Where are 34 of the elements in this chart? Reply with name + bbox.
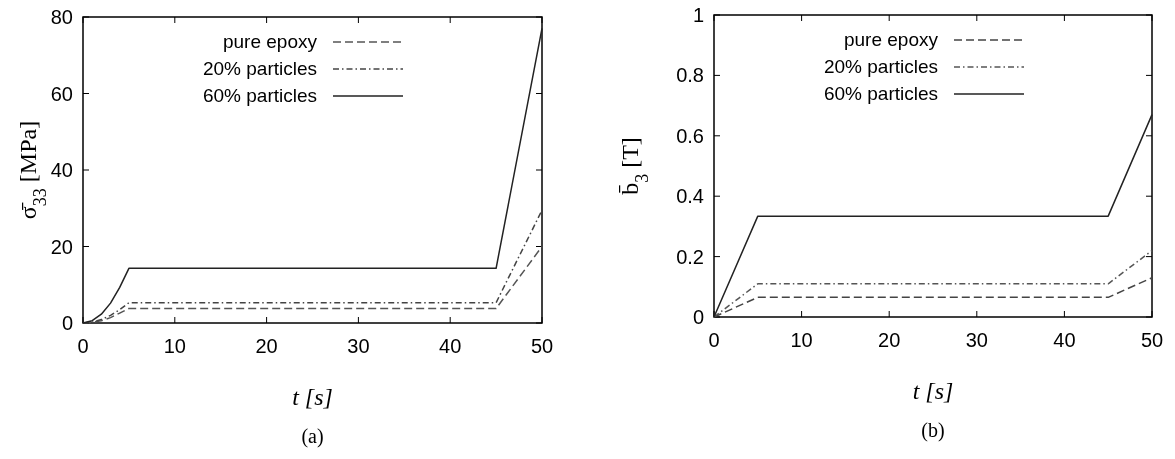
x-tick-label: 10 — [163, 335, 186, 357]
y-tick-label: 0.6 — [676, 124, 704, 147]
x-axis-title: t [s] — [912, 378, 954, 404]
y-tick-label: 0.8 — [676, 64, 704, 87]
y-tick-label: 0.4 — [676, 185, 704, 208]
text: (b) — [921, 419, 945, 442]
x-tick-label: 20 — [878, 329, 901, 351]
x-tick-label: 40 — [439, 335, 462, 357]
x-tick-label: 0 — [708, 329, 720, 351]
x-tick-label: 10 — [790, 329, 813, 351]
legend-label: 60% particles — [202, 85, 317, 106]
text: (a) — [301, 425, 324, 448]
x-tick-label: 40 — [1053, 329, 1076, 351]
x-tick-label: 30 — [347, 335, 370, 357]
legend-label: 60% particles — [823, 83, 938, 104]
y-tick-label: 0.2 — [676, 245, 704, 268]
x-tick-label: 20 — [255, 335, 278, 357]
y-tick-label: 40 — [50, 159, 73, 181]
line-series — [82, 27, 543, 324]
legend-label: pure epoxy — [843, 29, 939, 50]
x-tick-label: 50 — [530, 335, 554, 357]
y-tick-label: 80 — [50, 6, 73, 28]
y-tick-label: 0 — [61, 312, 73, 334]
y-tick-label: 0 — [692, 306, 704, 328]
legend-label: 20% particles — [823, 56, 938, 77]
legend-label: 20% particles — [202, 58, 317, 79]
y-tick-label: 1 — [692, 4, 704, 26]
legend-label: pure epoxy — [222, 31, 318, 52]
x-tick-label: 30 — [965, 329, 988, 351]
y-tick-label: 60 — [50, 82, 73, 105]
x-tick-label: 50 — [1140, 329, 1164, 351]
y-tick-label: 20 — [50, 235, 73, 258]
x-tick-label: 0 — [77, 335, 89, 357]
x-axis-title: t [s] — [292, 384, 333, 410]
